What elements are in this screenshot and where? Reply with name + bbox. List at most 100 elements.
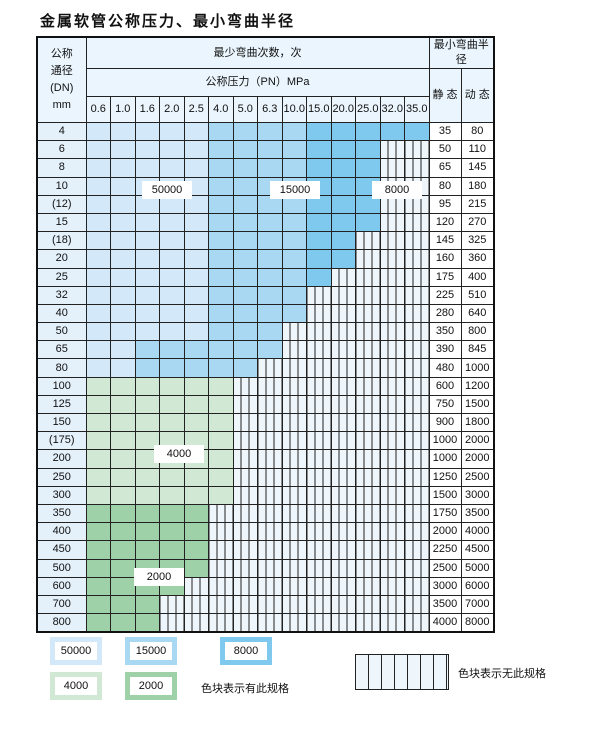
table-row: 250 1250 2500 bbox=[36, 467, 495, 487]
unavailable-cell bbox=[330, 613, 356, 633]
table-row: 25 175 400 bbox=[36, 267, 495, 287]
available-cell bbox=[257, 249, 283, 269]
available-cell bbox=[134, 522, 160, 542]
table-row: 65 390 845 bbox=[36, 340, 495, 360]
available-cell bbox=[330, 194, 356, 214]
unavailable-cell bbox=[379, 594, 405, 615]
unavailable-cell bbox=[281, 449, 307, 469]
available-cell bbox=[257, 121, 283, 142]
available-cell bbox=[208, 467, 234, 487]
dn-header-line: 通径 bbox=[50, 65, 73, 77]
table-row: 700 3500 7000 bbox=[36, 594, 495, 615]
available-cell bbox=[183, 231, 209, 251]
unavailable-cell bbox=[355, 449, 381, 469]
available-cell bbox=[183, 558, 209, 578]
available-cell bbox=[232, 212, 258, 233]
dynamic-radius-cell: 110 bbox=[460, 140, 495, 160]
unavailable-cell bbox=[232, 449, 258, 469]
dn-cell: 65 bbox=[36, 340, 87, 360]
available-cell bbox=[134, 394, 160, 415]
available-cell bbox=[183, 121, 209, 142]
unavailable-cell bbox=[355, 412, 381, 433]
unavailable-cell bbox=[306, 522, 332, 542]
available-cell bbox=[134, 121, 160, 142]
unavailable-cell bbox=[281, 412, 307, 433]
unavailable-cell bbox=[257, 394, 283, 415]
available-cell bbox=[85, 249, 111, 269]
dn-cell: 450 bbox=[36, 540, 87, 560]
available-cell bbox=[208, 267, 234, 287]
dn-cell: 800 bbox=[36, 613, 87, 633]
available-cell bbox=[159, 467, 185, 487]
static-radius-cell: 50 bbox=[428, 140, 462, 160]
table-row: 8 65 145 bbox=[36, 158, 495, 178]
unavailable-cell bbox=[355, 303, 381, 324]
available-cell bbox=[110, 121, 136, 142]
unavailable-cell bbox=[281, 322, 307, 342]
unavailable-cell bbox=[404, 212, 430, 233]
unavailable-cell bbox=[257, 540, 283, 560]
dynamic-radius-cell: 4000 bbox=[460, 522, 495, 542]
static-radius-cell: 1750 bbox=[428, 503, 462, 524]
unavailable-cell bbox=[379, 449, 405, 469]
unavailable-cell bbox=[306, 303, 332, 324]
available-cell bbox=[110, 194, 136, 214]
available-cell bbox=[159, 212, 185, 233]
dn-cell: 700 bbox=[36, 594, 87, 615]
pressure-col-header: 32.0 bbox=[379, 96, 405, 123]
unavailable-cell bbox=[379, 358, 405, 378]
available-cell bbox=[110, 158, 136, 178]
available-cell bbox=[134, 194, 160, 214]
dynamic-radius-cell: 5000 bbox=[460, 558, 495, 578]
overlay-2000: 2000 bbox=[134, 568, 184, 586]
available-cell bbox=[330, 121, 356, 142]
unavailable-cell bbox=[355, 613, 381, 633]
static-radius-cell: 4000 bbox=[428, 613, 462, 633]
unavailable-cell bbox=[281, 613, 307, 633]
overlay-50000: 50000 bbox=[142, 181, 192, 199]
unavailable-cell bbox=[281, 340, 307, 360]
unavailable-cell bbox=[232, 594, 258, 615]
unavailable-cell bbox=[232, 613, 258, 633]
available-cell bbox=[110, 576, 136, 596]
unavailable-cell bbox=[208, 576, 234, 596]
available-cell bbox=[183, 322, 209, 342]
dynamic-radius-cell: 145 bbox=[460, 158, 495, 178]
dynamic-radius-cell: 4500 bbox=[460, 540, 495, 560]
unavailable-cell bbox=[257, 376, 283, 396]
unavailable-cell bbox=[281, 376, 307, 396]
static-radius-cell: 145 bbox=[428, 231, 462, 251]
pressure-col-header: 1.6 bbox=[134, 96, 160, 123]
unavailable-cell bbox=[306, 449, 332, 469]
available-cell bbox=[281, 158, 307, 178]
unavailable-cell bbox=[330, 540, 356, 560]
available-cell bbox=[232, 303, 258, 324]
available-cell bbox=[85, 558, 111, 578]
available-cell bbox=[306, 194, 332, 214]
unavailable-cell bbox=[355, 522, 381, 542]
unavailable-cell bbox=[330, 376, 356, 396]
available-cell bbox=[183, 412, 209, 433]
available-cell bbox=[355, 140, 381, 160]
unavailable-cell bbox=[330, 485, 356, 505]
unavailable-cell bbox=[379, 303, 405, 324]
static-radius-cell: 480 bbox=[428, 358, 462, 378]
available-cell bbox=[257, 140, 283, 160]
unavailable-cell bbox=[306, 558, 332, 578]
unavailable-cell bbox=[330, 576, 356, 596]
table-row: 20 160 360 bbox=[36, 249, 495, 269]
unavailable-cell bbox=[208, 522, 234, 542]
dynamic-radius-cell: 800 bbox=[460, 322, 495, 342]
unavailable-cell bbox=[232, 394, 258, 415]
unavailable-cell bbox=[330, 467, 356, 487]
unavailable-cell bbox=[379, 613, 405, 633]
table-row: 450 2250 4500 bbox=[36, 540, 495, 560]
available-cell bbox=[355, 121, 381, 142]
unavailable-cell bbox=[281, 594, 307, 615]
available-cell bbox=[85, 212, 111, 233]
available-cell bbox=[134, 249, 160, 269]
unavailable-cell bbox=[404, 503, 430, 524]
available-cell bbox=[306, 158, 332, 178]
dn-cell: 80 bbox=[36, 358, 87, 378]
unavailable-cell bbox=[306, 503, 332, 524]
